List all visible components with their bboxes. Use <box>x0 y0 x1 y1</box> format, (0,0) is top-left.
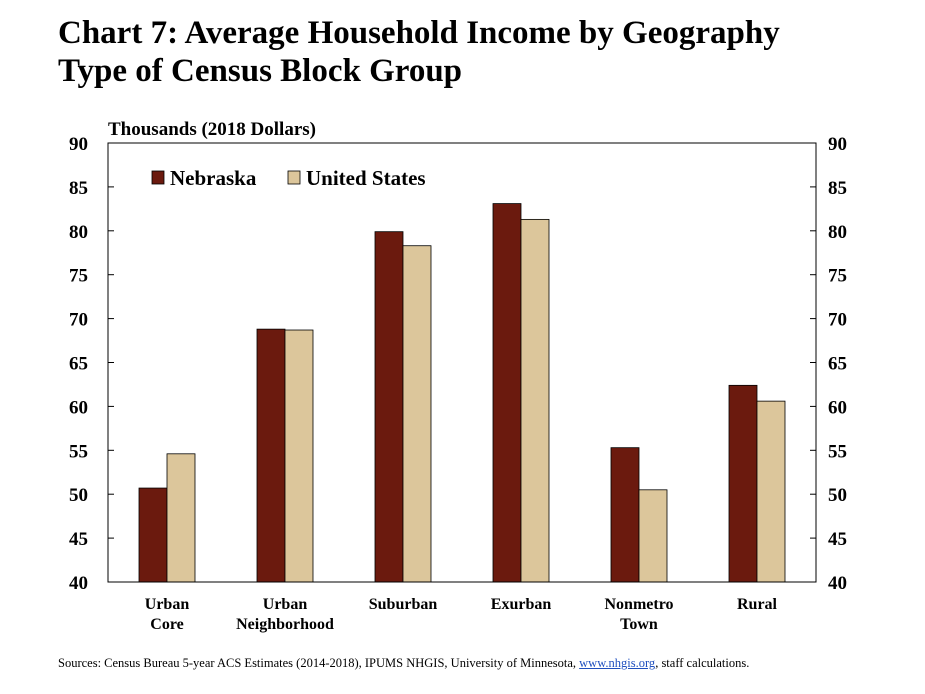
bars-group <box>138 203 786 583</box>
bar-united-states-urban-neighborhood <box>284 329 314 583</box>
y-tick-label-right: 80 <box>828 222 847 243</box>
bar-nebraska-nonmetro-town <box>610 447 640 583</box>
bar-nebraska-suburban <box>374 231 404 583</box>
y-tick-label-right: 65 <box>828 354 847 375</box>
y-tick-label-right: 75 <box>828 266 847 287</box>
y-tick-label-right: 40 <box>828 573 847 594</box>
y-tick-label-right: 85 <box>828 178 847 199</box>
y-tick-label-left: 65 <box>69 354 88 375</box>
chart-title: Chart 7: Average Household Income by Geo… <box>58 14 908 90</box>
legend-label-united-states: United States <box>306 166 426 190</box>
legend-label-nebraska: Nebraska <box>170 166 257 190</box>
bar-nebraska-exurban <box>492 203 522 583</box>
bar-nebraska-urban-neighborhood <box>256 328 286 583</box>
bar-united-states-suburban <box>402 245 432 583</box>
y-tick-label-right: 55 <box>828 441 847 462</box>
y-tick-label-left: 45 <box>69 529 88 550</box>
bar-nebraska-rural <box>728 384 758 583</box>
bar-united-states-exurban <box>520 218 550 583</box>
bar-united-states-nonmetro-town <box>638 489 668 583</box>
legend-swatch-nebraska <box>151 170 165 185</box>
y-tick-label-right: 45 <box>828 529 847 550</box>
source-text: Sources: Census Bureau 5-year ACS Estima… <box>58 656 580 670</box>
x-category-label: Core <box>150 616 183 633</box>
y-axis-unit-label: Thousands (2018 Dollars) <box>108 119 316 140</box>
x-category-label: Town <box>620 616 658 633</box>
source-note: Sources: Census Bureau 5-year ACS Estima… <box>58 656 749 671</box>
chart-title-line-1: Chart 7: Average Household Income by Geo… <box>58 15 780 51</box>
y-tick-label-left: 85 <box>69 178 88 199</box>
y-tick-label-left: 75 <box>69 266 88 287</box>
y-tick-label-left: 80 <box>69 222 88 243</box>
x-category-label: Suburban <box>369 596 438 613</box>
y-tick-label-right: 70 <box>828 310 847 331</box>
legend: Nebraska United States <box>151 166 426 190</box>
y-tick-label-left: 90 <box>69 134 88 155</box>
y-tick-label-right: 50 <box>828 485 847 506</box>
y-tick-label-left: 55 <box>69 441 88 462</box>
x-category-label: Urban <box>145 596 190 613</box>
axis-ticks-group: 40 40 45 45 50 50 55 55 60 60 65 65 70 70 75 75 80 80 85 85… <box>69 134 847 594</box>
y-tick-label-right: 90 <box>828 134 847 155</box>
bar-united-states-urban-core <box>166 453 196 583</box>
legend-swatch-united-states <box>287 170 301 185</box>
plot-frame <box>107 142 817 583</box>
x-category-label: Rural <box>737 596 778 613</box>
y-tick-label-right: 60 <box>828 397 847 418</box>
bar-united-states-rural <box>756 400 786 583</box>
y-tick-label-left: 40 <box>69 573 88 594</box>
y-tick-label-left: 50 <box>69 485 88 506</box>
source-text-end: , staff calculations. <box>655 656 750 670</box>
x-category-label: Exurban <box>491 596 552 613</box>
x-category-label: Urban <box>263 596 308 613</box>
nhgis-link[interactable]: www.nhgis.org <box>579 656 656 670</box>
chart-title-line-2: Type of Census Block Group <box>58 53 463 89</box>
bar-nebraska-urban-core <box>138 487 168 583</box>
y-tick-label-left: 60 <box>69 397 88 418</box>
x-category-label: Nonmetro <box>604 596 673 613</box>
x-category-label: Neighborhood <box>236 616 334 633</box>
category-labels-group: Urban Core Urban Neighborhood Suburban Exurba… <box>145 596 778 633</box>
y-tick-label-left: 70 <box>69 310 88 331</box>
